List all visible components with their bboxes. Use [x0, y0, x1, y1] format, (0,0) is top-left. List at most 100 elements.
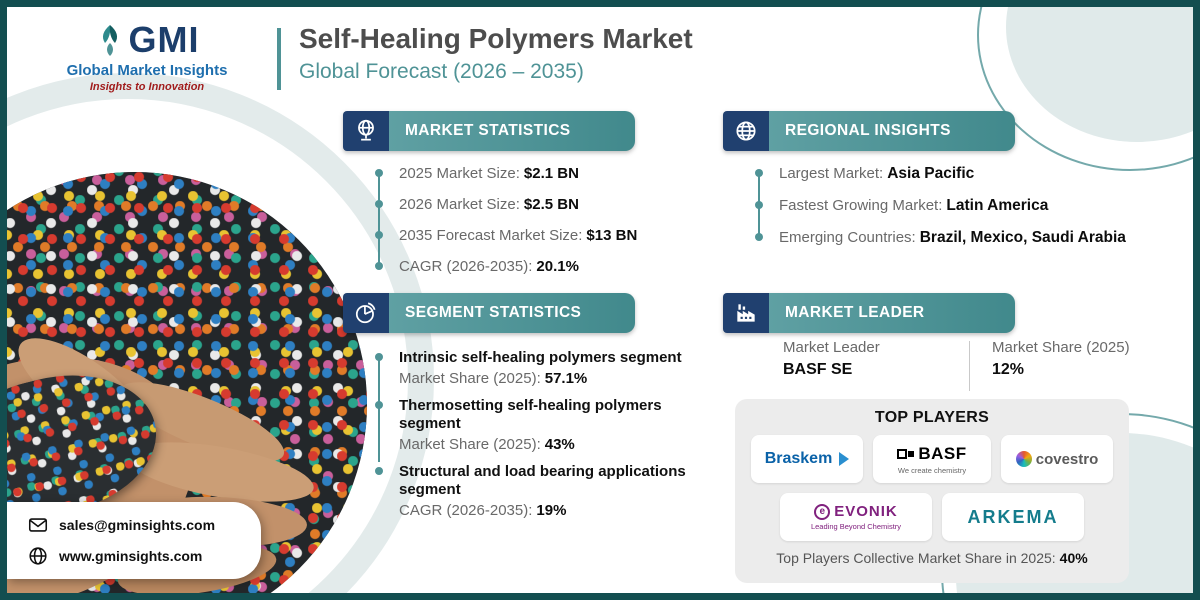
market-statistics-heading: MARKET STATISTICS — [389, 111, 635, 151]
market-leader-heading: MARKET LEADER — [769, 293, 1015, 333]
top-players-title: TOP PLAYERS — [874, 409, 990, 426]
stat-label: 2026 Market Size: — [399, 196, 520, 213]
region-item: Emerging Countries: Brazil, Mexico, Saudi… — [755, 229, 1193, 247]
bullet-dot — [755, 233, 763, 241]
contact-email-row[interactable]: sales@gminsights.com — [27, 514, 245, 536]
segment-label: CAGR (2026-2035): — [399, 502, 533, 519]
leaf-logo-icon — [102, 25, 117, 56]
region-value: Asia Pacific — [887, 165, 975, 182]
region-item: Largest Market: Asia Pacific — [755, 165, 1193, 183]
market-leader-label: Market Leader — [783, 339, 880, 356]
globe-icon — [736, 121, 756, 141]
region-value: Latin America — [946, 197, 1049, 214]
evonik-wordmark: EVONIK — [834, 503, 898, 520]
globe-stand-icon — [358, 119, 374, 141]
stat-item: 2025 Market Size: $2.1 BN — [375, 165, 685, 183]
stat-label: 2035 Forecast Market Size: — [399, 227, 583, 244]
stat-item: 2035 Forecast Market Size: $13 BN — [375, 227, 685, 245]
page-subtitle: Global Forecast (2026 – 2035) — [299, 60, 584, 83]
contact-card: sales@gminsights.com www.gminsights.com — [7, 502, 261, 579]
market-share-value: 12% — [992, 361, 1025, 378]
segment-value: 57.1% — [544, 370, 588, 387]
top-players-grid: Braskem BASF We create chemistry covestr… — [749, 435, 1115, 541]
segment-value: 19% — [536, 502, 567, 519]
stat-value: $2.1 BN — [523, 165, 579, 182]
segment-statistics-heading: SEGMENT STATISTICS — [389, 293, 635, 333]
bullet-dot — [375, 262, 383, 270]
logo-company-name: Global Market Insights — [66, 62, 228, 79]
pie-chart-icon — [355, 302, 376, 324]
evonik-slogan: Leading Beyond Chemistry — [810, 522, 902, 531]
segment-item: Intrinsic self-healing polymers segment … — [375, 349, 723, 388]
regional-insights-banner: REGIONAL INSIGHTS — [723, 111, 1015, 151]
braskem-wordmark: Braskem — [764, 450, 833, 467]
basf-square-icon — [908, 450, 915, 457]
market-share-column: Market Share (2025) 12% — [992, 339, 1130, 391]
contact-email: sales@gminsights.com — [59, 517, 216, 533]
basf-wordmark: BASF — [918, 443, 967, 463]
stat-value: $13 BN — [586, 227, 638, 244]
bullet-dot — [755, 201, 763, 209]
segment-value: 43% — [544, 436, 575, 453]
regional-insights-list: Largest Market: Asia Pacific Fastest Grow… — [755, 165, 1193, 247]
segment-item: Structural and load bearing applications… — [375, 463, 723, 520]
bullet-dot — [375, 200, 383, 208]
logo-acronym: GMI — [128, 19, 200, 60]
top-players-footer-label: Top Players Collective Market Share in 2… — [776, 550, 1056, 566]
market-statistics-banner: MARKET STATISTICS — [343, 111, 635, 151]
segment-label: Market Share (2025): — [399, 370, 541, 387]
stat-value: $2.5 BN — [523, 196, 579, 213]
segment-statistics-icon-box — [343, 293, 389, 333]
basf-logo: BASF We create chemistry — [873, 435, 991, 483]
stat-value: 20.1% — [536, 258, 579, 275]
regional-insights-heading: REGIONAL INSIGHTS — [769, 111, 1015, 151]
top-players-card: TOP PLAYERS Braskem BASF We create chemi… — [735, 399, 1129, 583]
bullet-dot — [375, 231, 383, 239]
globe-icon — [29, 547, 47, 565]
envelope-icon — [28, 518, 48, 532]
stat-label: 2025 Market Size: — [399, 165, 520, 182]
contact-website: www.gminsights.com — [59, 548, 203, 564]
page-title: Self-Healing Polymers Market — [299, 23, 693, 54]
bullet-dot — [375, 353, 383, 361]
market-share-label: Market Share (2025) — [992, 339, 1130, 356]
evonik-logo: e EVONIK Leading Beyond Chemistry — [780, 493, 932, 541]
bullet-dot — [755, 169, 763, 177]
arkema-wordmark: ARKEMA — [967, 506, 1059, 527]
region-label: Fastest Growing Market: — [779, 197, 943, 214]
market-statistics-icon-box — [343, 111, 389, 151]
segment-label: Market Share (2025): — [399, 436, 541, 453]
segment-statistics-list: Intrinsic self-healing polymers segment … — [375, 349, 723, 520]
bullet-dot — [375, 169, 383, 177]
arkema-logo: ARKEMA — [942, 493, 1084, 541]
segment-name: Intrinsic self-healing polymers segment — [399, 349, 682, 366]
covestro-ring-icon — [1015, 451, 1032, 467]
region-value: Brazil, Mexico, Saudi Arabia — [919, 229, 1126, 246]
region-item: Fastest Growing Market: Latin America — [755, 197, 1193, 215]
vertical-divider — [969, 341, 970, 391]
market-leader-icon-box — [723, 293, 769, 333]
timeline-line — [378, 357, 380, 462]
segment-name: Thermosetting self-healing polymers segm… — [399, 397, 662, 432]
title-accent-bar — [277, 28, 281, 90]
gmi-logo: GMI Global Market Insights Insights to I… — [21, 19, 273, 93]
segment-item: Thermosetting self-healing polymers segm… — [375, 397, 723, 454]
top-players-footer: Top Players Collective Market Share in 2… — [749, 550, 1115, 566]
industry-icon — [737, 304, 755, 322]
regional-insights-icon-box — [723, 111, 769, 151]
braskem-logo: Braskem — [751, 435, 863, 483]
evonik-e-icon: e — [814, 503, 831, 520]
bullet-dot — [375, 401, 383, 409]
covestro-wordmark: covestro — [1035, 450, 1099, 468]
braskem-chevron-icon — [839, 452, 850, 466]
segment-statistics-banner: SEGMENT STATISTICS — [343, 293, 635, 333]
basf-square-icon — [897, 448, 908, 459]
stat-label: CAGR (2026-2035): — [399, 258, 533, 275]
bullet-dot — [375, 467, 383, 475]
logo-tagline: Insights to Innovation — [89, 81, 205, 93]
region-label: Emerging Countries: — [779, 229, 916, 246]
stat-item: 2026 Market Size: $2.5 BN — [375, 196, 685, 214]
top-players-footer-value: 40% — [1059, 550, 1088, 566]
contact-website-row[interactable]: www.gminsights.com — [27, 545, 245, 567]
